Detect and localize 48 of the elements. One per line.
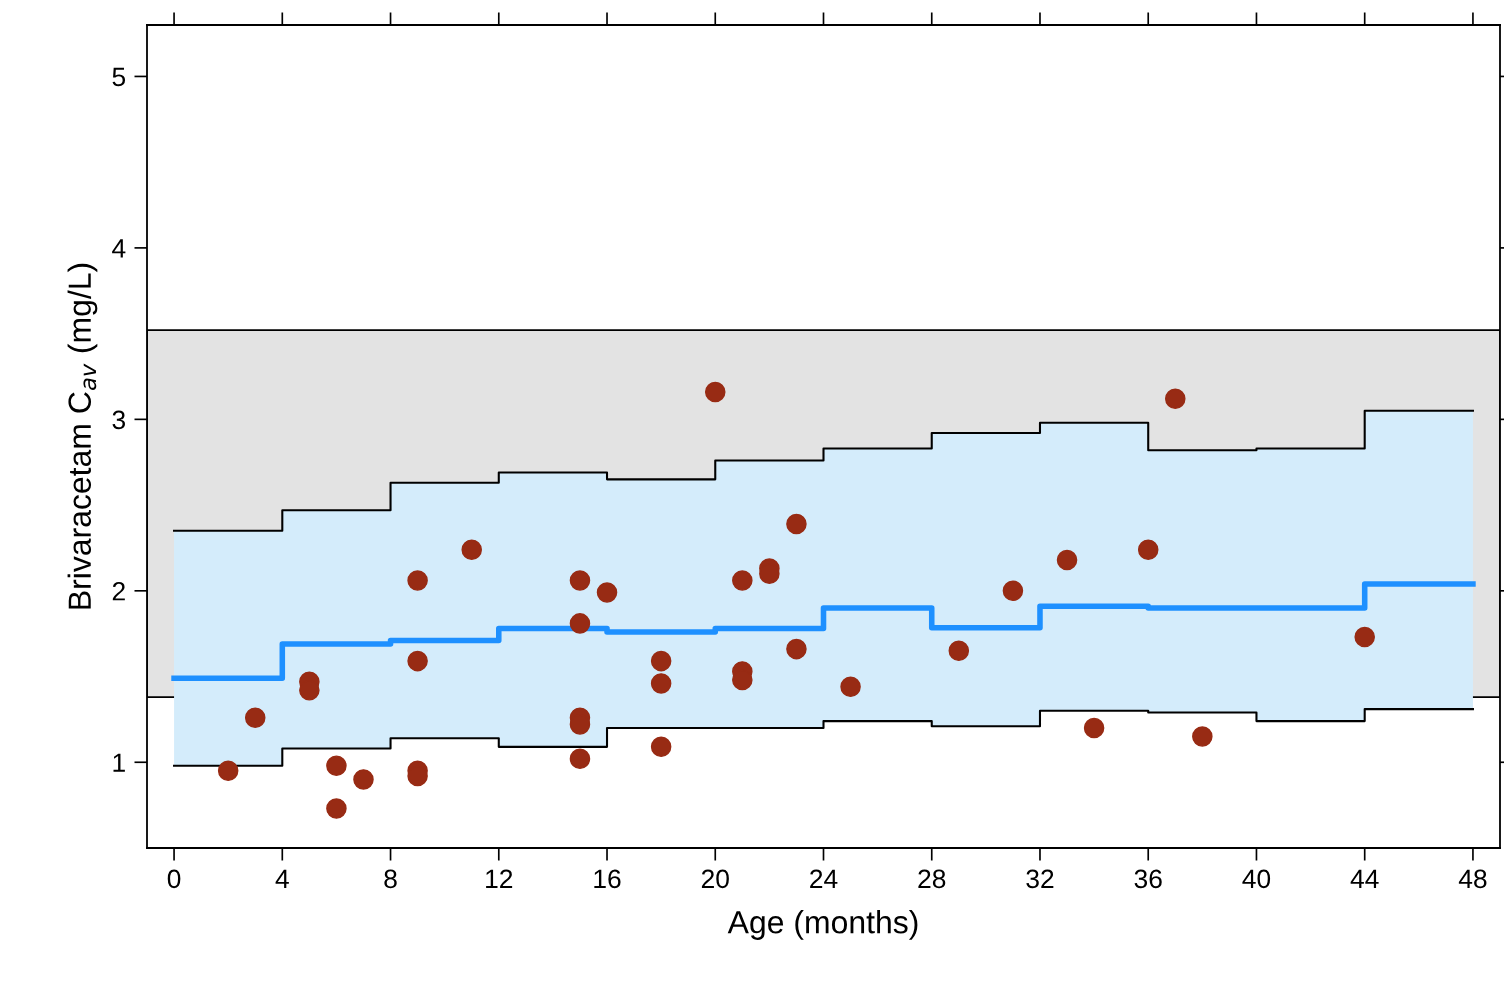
point [217,760,239,782]
point [1083,717,1105,739]
point [650,673,672,694]
point [732,570,753,591]
point [650,650,672,672]
y-tick-label: 1 [113,753,125,772]
x-tick-label: 8 [384,869,397,889]
x-tick-label: 24 [810,869,838,888]
y-axis-title: Brivaracetam C$_{av}$ (mg/L) [67,263,98,609]
x-tick-label: 20 [701,869,729,889]
point [326,798,347,819]
x-tick-label: 28 [918,869,946,889]
x-tick-label: 36 [1134,869,1162,889]
point [786,513,807,535]
point [786,638,807,660]
point [326,755,347,776]
y-tick-label: 3 [112,410,126,430]
y-tick-label: 2 [112,581,125,601]
x-tick-label: 0 [167,869,181,889]
point [1056,549,1078,571]
x-tick-label: 40 [1242,869,1271,889]
point [1002,580,1024,602]
point [244,707,266,728]
point [461,539,482,560]
x-tick-label: 48 [1458,869,1487,889]
x-tick-label: 32 [1026,869,1054,889]
x-tick-label: 16 [594,869,621,889]
point [353,769,374,790]
point [407,570,428,591]
x-axis-title: Age (months) [727,910,918,940]
point [948,640,970,662]
point [407,650,428,672]
point [1137,539,1159,560]
x-tick-label: 44 [1350,869,1379,888]
y-tick-label: 5 [112,67,126,87]
x-tick-label: 4 [275,869,289,888]
y-tick-label: 4 [112,239,126,258]
point [569,570,591,591]
point [569,613,591,634]
point [1165,388,1186,410]
point [704,381,726,403]
point [650,736,672,758]
x-tick-label: 12 [486,869,513,888]
point [1354,626,1375,648]
point [1192,726,1213,747]
point [569,748,591,770]
point [596,582,618,603]
point [840,676,861,698]
